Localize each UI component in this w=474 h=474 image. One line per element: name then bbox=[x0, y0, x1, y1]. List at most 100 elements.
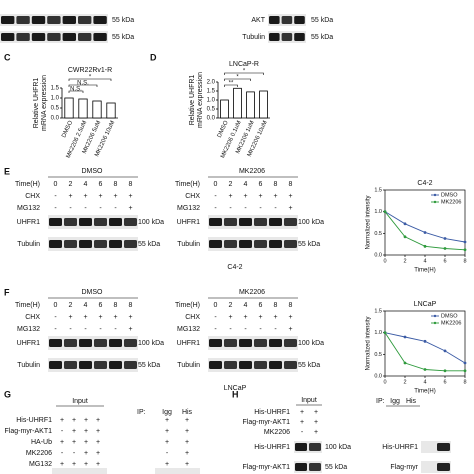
y-tick-label: 0.5 bbox=[207, 107, 216, 113]
blot-band bbox=[224, 240, 237, 248]
condition: + bbox=[314, 419, 318, 426]
blot-label: Tubulin bbox=[177, 362, 200, 369]
blot-label: His-UHRF1 bbox=[254, 444, 290, 451]
legend-marker bbox=[433, 193, 437, 197]
blot-band bbox=[284, 240, 297, 248]
kda-label: 55 kDa bbox=[112, 34, 134, 41]
blot-band bbox=[62, 16, 76, 24]
condition: + bbox=[113, 314, 117, 321]
blot-band bbox=[437, 443, 450, 451]
bar bbox=[106, 102, 116, 119]
blot-band bbox=[239, 240, 252, 248]
y-axis-label: Relative UHFR1 bbox=[189, 75, 196, 126]
panel-letter: G bbox=[4, 389, 11, 399]
blot-band bbox=[269, 361, 282, 369]
blot-band bbox=[79, 218, 92, 226]
blot-band bbox=[254, 339, 267, 347]
caption: C4-2 bbox=[227, 264, 242, 271]
condition: + bbox=[273, 193, 277, 200]
condition: + bbox=[96, 439, 100, 446]
blot-band bbox=[239, 361, 252, 369]
data-point bbox=[423, 231, 427, 234]
blot-band bbox=[109, 361, 122, 369]
group-title: MK2206 bbox=[239, 289, 265, 296]
condition: - bbox=[274, 205, 277, 212]
condition: - bbox=[61, 450, 64, 457]
blot-band bbox=[79, 240, 92, 248]
kda-label: 100 kDa bbox=[138, 340, 164, 347]
header: Igg bbox=[390, 398, 400, 405]
condition: + bbox=[72, 439, 76, 446]
panel-letter: H bbox=[232, 389, 239, 399]
blot-label: UHFR1 bbox=[17, 340, 40, 347]
blot-band bbox=[309, 443, 321, 451]
condition: - bbox=[54, 326, 57, 333]
y-tick-label: 0.0 bbox=[374, 373, 382, 379]
group-title: DMSO bbox=[82, 168, 104, 175]
blot-band bbox=[109, 240, 122, 248]
x-tick-label: 0 bbox=[383, 258, 386, 264]
condition: - bbox=[259, 326, 262, 333]
blot-band bbox=[1, 16, 15, 24]
condition: 0 bbox=[214, 181, 218, 188]
condition: + bbox=[68, 193, 72, 200]
blot-label: Tubulin bbox=[242, 34, 265, 41]
y-axis-label: mRNA expression bbox=[197, 72, 204, 128]
blot-label: Flag-myr bbox=[390, 464, 418, 471]
condition: 8 bbox=[289, 302, 293, 309]
blot-band bbox=[64, 240, 77, 248]
condition: 8 bbox=[274, 302, 278, 309]
blot-band bbox=[47, 16, 61, 24]
blot-band bbox=[124, 361, 137, 369]
blot-band bbox=[31, 16, 46, 24]
blot-band bbox=[124, 339, 137, 347]
row-label: His-UHRF1 bbox=[254, 409, 290, 416]
data-point bbox=[443, 369, 447, 373]
row-label: MG132 bbox=[177, 205, 200, 212]
blot-band bbox=[124, 218, 137, 226]
blot-band bbox=[78, 33, 92, 41]
row-label: MG132 bbox=[29, 461, 52, 468]
condition: 8 bbox=[274, 181, 278, 188]
bar bbox=[92, 100, 102, 119]
kda-label: 55 kDa bbox=[325, 464, 347, 471]
blot-band bbox=[62, 33, 76, 41]
condition: + bbox=[84, 428, 88, 435]
blot-band bbox=[284, 218, 297, 226]
row-label: Time(H) bbox=[175, 302, 200, 309]
blot-band bbox=[93, 16, 107, 24]
blot-band bbox=[79, 361, 92, 369]
condition: 2 bbox=[69, 302, 73, 309]
blot-band bbox=[78, 16, 92, 24]
row-label: MG132 bbox=[17, 326, 40, 333]
blot-label: AKT bbox=[251, 17, 265, 24]
condition: - bbox=[61, 428, 64, 435]
condition: - bbox=[229, 326, 232, 333]
condition: + bbox=[185, 461, 189, 468]
condition: + bbox=[288, 193, 292, 200]
data-point bbox=[403, 235, 407, 239]
blot-label: Flag-myr-AKT1 bbox=[243, 464, 291, 471]
y-axis-label: Normalized intensity bbox=[366, 195, 372, 249]
condition: 4 bbox=[84, 181, 88, 188]
condition: + bbox=[243, 193, 247, 200]
row-label: Time(H) bbox=[15, 302, 40, 309]
y-tick-label: 0.0 bbox=[207, 116, 216, 122]
blot-band bbox=[224, 339, 237, 347]
condition: - bbox=[73, 450, 76, 457]
blot-label: His-UHRF1 bbox=[382, 444, 418, 451]
condition: - bbox=[54, 205, 57, 212]
blot-band bbox=[94, 218, 107, 226]
condition: - bbox=[244, 326, 247, 333]
panel-letter: D bbox=[150, 52, 157, 62]
row-label: CHX bbox=[25, 314, 40, 321]
blot-band bbox=[224, 218, 237, 226]
data-point bbox=[463, 369, 467, 373]
blot-band bbox=[64, 339, 77, 347]
group-title: DMSO bbox=[82, 289, 104, 296]
y-axis-label: Normalized intensity bbox=[366, 316, 372, 370]
row-label: His-UHRF1 bbox=[16, 417, 52, 424]
blot-band bbox=[281, 33, 293, 41]
chart-title: C4-2 bbox=[417, 180, 432, 187]
condition: 6 bbox=[259, 181, 263, 188]
